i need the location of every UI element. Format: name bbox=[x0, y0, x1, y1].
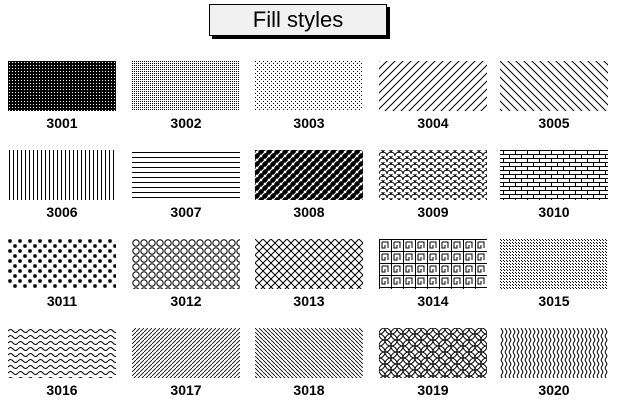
fill-style-code: 3014 bbox=[417, 293, 449, 309]
fill-style-3005: 3005 bbox=[500, 61, 608, 131]
fill-swatch bbox=[132, 239, 240, 289]
fill-swatch bbox=[379, 239, 487, 289]
fill-swatch bbox=[8, 61, 116, 111]
fill-style-3010: 3010 bbox=[500, 150, 608, 220]
fill-style-code: 3011 bbox=[46, 293, 78, 309]
fill-style-code: 3008 bbox=[293, 204, 325, 220]
fill-swatch bbox=[8, 239, 116, 289]
fill-style-code: 3004 bbox=[417, 115, 449, 131]
fill-style-code: 3002 bbox=[170, 115, 202, 131]
fill-style-3020: 3020 bbox=[500, 328, 608, 398]
fill-style-code: 3017 bbox=[170, 382, 202, 398]
fill-swatch bbox=[255, 150, 363, 200]
fill-style-3013: 3013 bbox=[255, 239, 363, 309]
fill-style-3008: 3008 bbox=[255, 150, 363, 220]
fill-style-3019: 3019 bbox=[379, 328, 487, 398]
fill-style-3014: 3014 bbox=[379, 239, 487, 309]
fill-style-code: 3003 bbox=[293, 115, 325, 131]
fill-style-code: 3006 bbox=[46, 204, 78, 220]
fill-style-code: 3020 bbox=[538, 382, 570, 398]
fill-swatch bbox=[8, 328, 116, 378]
fill-style-3018: 3018 bbox=[255, 328, 363, 398]
fill-swatch bbox=[132, 328, 240, 378]
fill-swatch bbox=[500, 61, 608, 111]
fill-swatch bbox=[8, 150, 116, 200]
fill-swatch bbox=[255, 239, 363, 289]
fill-swatch bbox=[379, 150, 487, 200]
fill-swatch bbox=[379, 61, 487, 111]
fill-swatch bbox=[500, 150, 608, 200]
fill-swatch bbox=[255, 61, 363, 111]
page-title: Fill styles bbox=[209, 4, 387, 36]
fill-style-code: 3012 bbox=[170, 293, 202, 309]
fill-style-code: 3013 bbox=[293, 293, 325, 309]
fill-style-3015: 3015 bbox=[500, 239, 608, 309]
fill-style-code: 3001 bbox=[46, 115, 78, 131]
fill-style-code: 3005 bbox=[538, 115, 570, 131]
fill-style-code: 3009 bbox=[417, 204, 449, 220]
fill-style-code: 3007 bbox=[170, 204, 202, 220]
fill-style-3017: 3017 bbox=[132, 328, 240, 398]
fill-style-3002: 3002 bbox=[132, 61, 240, 131]
fill-style-3001: 3001 bbox=[8, 61, 116, 131]
fill-style-3003: 3003 bbox=[255, 61, 363, 131]
fill-swatch bbox=[500, 328, 608, 378]
fill-style-3004: 3004 bbox=[379, 61, 487, 131]
fill-swatch bbox=[132, 150, 240, 200]
fill-style-3007: 3007 bbox=[132, 150, 240, 220]
fill-style-3012: 3012 bbox=[132, 239, 240, 309]
fill-swatch bbox=[255, 328, 363, 378]
fill-style-3011: 3011 bbox=[8, 239, 116, 309]
fill-style-code: 3010 bbox=[538, 204, 570, 220]
fill-swatch bbox=[132, 61, 240, 111]
fill-style-3016: 3016 bbox=[8, 328, 116, 398]
fill-style-code: 3015 bbox=[538, 293, 570, 309]
fill-style-code: 3016 bbox=[46, 382, 78, 398]
fill-swatch bbox=[379, 328, 487, 378]
fill-style-3006: 3006 bbox=[8, 150, 116, 220]
fill-style-3009: 3009 bbox=[379, 150, 487, 220]
fill-style-code: 3019 bbox=[417, 382, 449, 398]
fill-style-code: 3018 bbox=[293, 382, 325, 398]
fill-swatch bbox=[500, 239, 608, 289]
